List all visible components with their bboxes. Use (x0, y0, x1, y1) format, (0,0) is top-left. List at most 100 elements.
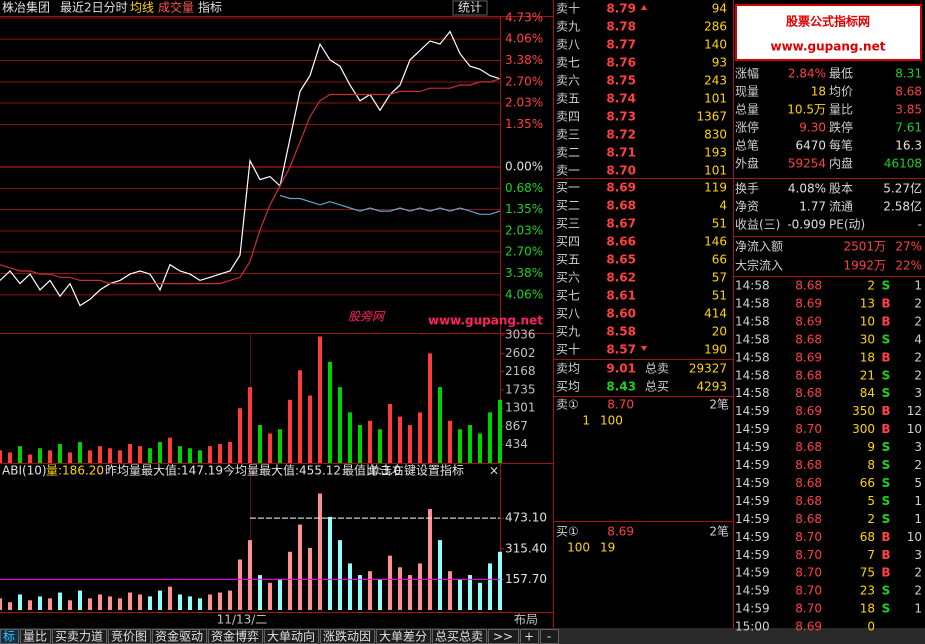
trade-time: 14:59 (735, 422, 770, 436)
book-price: 8.73 (606, 110, 636, 124)
queue-order: 100 (567, 541, 590, 555)
trade-time: 14:59 (735, 494, 770, 508)
info-label: 收益(三) (735, 218, 780, 232)
bar (368, 571, 372, 610)
bar (488, 563, 492, 610)
book-price: 8.68 (606, 199, 636, 213)
book-price: 8.60 (606, 307, 636, 321)
summary-label: 总买 (645, 380, 669, 394)
tab-label: 量比 (23, 630, 47, 644)
trade-price: 8.69 (795, 314, 822, 328)
trade-price: 8.69 (795, 296, 822, 310)
bar (358, 425, 362, 463)
book-price: 8.77 (606, 38, 636, 52)
book-volume: 243 (704, 74, 727, 88)
trade-count: 2 (914, 350, 922, 364)
bar (38, 448, 42, 463)
queue-label: 买① (556, 525, 579, 539)
bar (478, 582, 482, 610)
trade-volume: 18 (860, 350, 875, 364)
price-line (0, 78, 501, 285)
book-label: 卖二 (556, 146, 580, 160)
queue-price: 8.69 (607, 525, 634, 539)
stats-button[interactable] (452, 0, 488, 16)
bar (18, 446, 22, 463)
price-line (0, 30, 501, 307)
quote-value: 9.30 (799, 121, 826, 135)
flow-ratio: 22% (895, 259, 922, 273)
queue-label: 卖① (556, 398, 579, 412)
bar (168, 437, 172, 463)
trade-side: B (881, 350, 890, 364)
quote-label: 外盘 (735, 156, 759, 171)
quote-value: 46108 (884, 157, 922, 171)
quote-value: 6470 (795, 139, 826, 153)
indicator-annotation: 最值比:3.0 (342, 463, 401, 478)
tab-label: 大单动向 (267, 629, 315, 644)
trade-volume: 23 (860, 584, 875, 598)
trade-time: 14:58 (735, 386, 770, 400)
trade-count: 2 (914, 296, 922, 310)
bar (18, 594, 22, 610)
bar (258, 575, 262, 610)
book-volume: 146 (704, 235, 727, 249)
bar (308, 395, 312, 463)
trade-time: 14:59 (735, 584, 770, 598)
bar (98, 594, 102, 610)
quote-label: 涨幅 (735, 66, 759, 81)
bar (398, 567, 402, 610)
trade-side: S (882, 386, 891, 400)
book-volume: 414 (704, 307, 727, 321)
trade-time: 14:59 (735, 548, 770, 562)
trade-volume: 300 (852, 422, 875, 436)
tab-label: 买卖力道 (55, 630, 103, 644)
trade-volume: 5 (867, 494, 875, 508)
bar (108, 448, 112, 463)
book-label: 买三 (556, 217, 580, 231)
y-tick-label: 315.40 (505, 541, 547, 555)
trade-side: S (882, 512, 891, 526)
y-tick-label: 434 (505, 437, 528, 451)
x-axis-label: 11/13/二 (217, 613, 268, 627)
bar (498, 399, 502, 463)
bar (338, 540, 342, 610)
bar (118, 450, 122, 463)
bar (268, 582, 272, 610)
trade-volume: 84 (860, 386, 875, 400)
book-label: 卖一 (556, 164, 580, 178)
book-label: 买一 (556, 181, 580, 195)
trade-price: 8.70 (795, 566, 822, 580)
trade-count: 3 (914, 440, 922, 454)
trade-volume: 7 (867, 548, 875, 562)
bar (248, 540, 252, 610)
book-volume: 4 (719, 199, 727, 213)
quote-value: 18 (811, 85, 826, 99)
logo-title: 股票公式指标网 (786, 14, 870, 29)
bar (428, 509, 432, 610)
book-volume: 66 (712, 253, 727, 267)
flow-ratio: 27% (895, 240, 922, 254)
quote-value: 7.61 (895, 121, 922, 135)
book-label: 买四 (556, 235, 580, 249)
bar (368, 420, 372, 463)
bar (118, 598, 122, 610)
queue-count: 2笔 (709, 524, 729, 539)
bar (8, 602, 12, 610)
price-line (279, 194, 501, 215)
book-label: 卖八 (556, 38, 580, 52)
flow-value: 2501万 (843, 240, 886, 254)
book-price: 8.65 (606, 253, 636, 267)
tab-label: >> (493, 630, 513, 644)
book-price: 8.62 (606, 271, 636, 285)
book-volume: 193 (704, 146, 727, 160)
y-tick-label: 2.70% (505, 74, 543, 88)
bar (178, 446, 182, 463)
avg-line-toggle: 均线 (130, 1, 154, 15)
flow-label: 净流入额 (735, 240, 783, 254)
flow-value: 1992万 (843, 259, 886, 273)
book-price: 8.66 (606, 235, 636, 249)
book-price: 8.57 (606, 343, 636, 357)
y-tick-label: 4.06% (505, 287, 543, 301)
trade-volume: 13 (860, 296, 875, 310)
bar (248, 387, 252, 463)
